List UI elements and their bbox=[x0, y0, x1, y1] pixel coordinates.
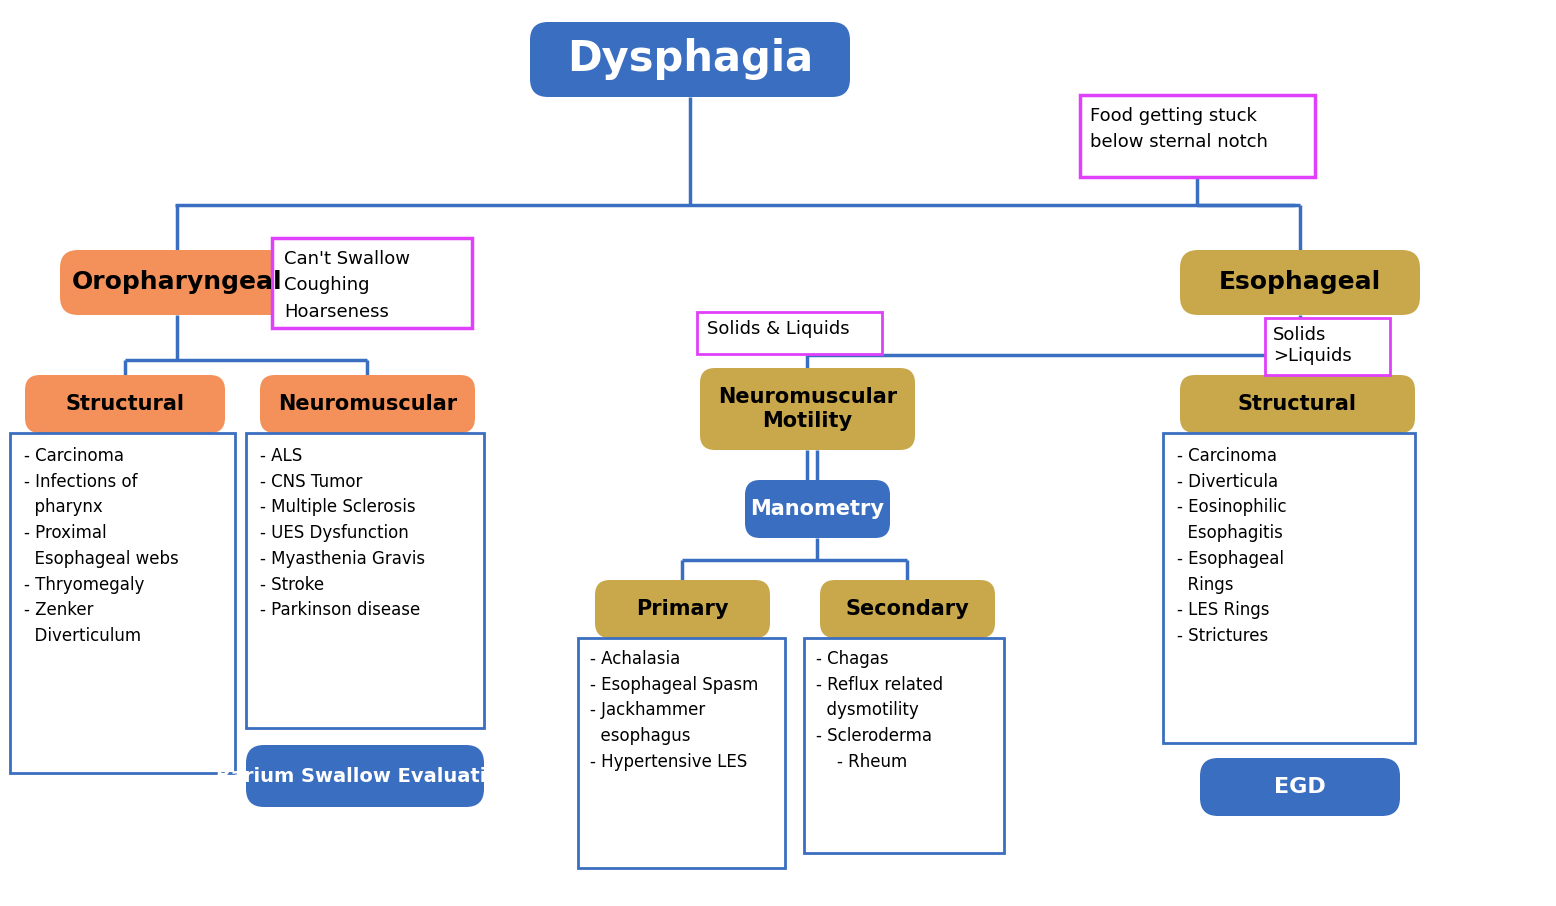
Text: - Carcinoma
- Diverticula
- Eosinophilic
  Esophagitis
- Esophageal
  Rings
- LE: - Carcinoma - Diverticula - Eosinophilic… bbox=[1176, 447, 1287, 645]
Text: Neuromuscular
Motility: Neuromuscular Motility bbox=[717, 388, 898, 430]
FancyBboxPatch shape bbox=[246, 433, 484, 728]
FancyBboxPatch shape bbox=[246, 745, 484, 807]
FancyBboxPatch shape bbox=[1080, 95, 1315, 177]
Text: Food getting stuck
below sternal notch: Food getting stuck below sternal notch bbox=[1091, 107, 1268, 151]
FancyBboxPatch shape bbox=[697, 312, 882, 354]
FancyBboxPatch shape bbox=[272, 238, 471, 328]
Text: Can't Swallow
Coughing
Hoarseness: Can't Swallow Coughing Hoarseness bbox=[285, 250, 409, 321]
Text: - ALS
- CNS Tumor
- Multiple Sclerosis
- UES Dysfunction
- Myasthenia Gravis
- S: - ALS - CNS Tumor - Multiple Sclerosis -… bbox=[260, 447, 425, 619]
Text: Barium Swallow Evaluation: Barium Swallow Evaluation bbox=[216, 766, 513, 786]
Text: - Chagas
- Reflux related
  dysmotility
- Scleroderma
    - Rheum: - Chagas - Reflux related dysmotility - … bbox=[815, 650, 943, 771]
FancyBboxPatch shape bbox=[820, 580, 994, 638]
Text: Esophageal: Esophageal bbox=[1218, 271, 1382, 294]
FancyBboxPatch shape bbox=[700, 368, 915, 450]
FancyBboxPatch shape bbox=[9, 433, 235, 773]
Text: Oropharyngeal: Oropharyngeal bbox=[72, 271, 283, 294]
Text: Manometry: Manometry bbox=[750, 499, 884, 519]
FancyBboxPatch shape bbox=[1162, 433, 1414, 743]
Text: Secondary: Secondary bbox=[845, 599, 969, 619]
FancyBboxPatch shape bbox=[61, 250, 296, 315]
Text: Solids & Liquids: Solids & Liquids bbox=[706, 320, 850, 338]
FancyBboxPatch shape bbox=[745, 480, 890, 538]
Text: Dysphagia: Dysphagia bbox=[566, 38, 814, 81]
FancyBboxPatch shape bbox=[1200, 758, 1400, 816]
FancyBboxPatch shape bbox=[804, 638, 1004, 853]
FancyBboxPatch shape bbox=[1179, 250, 1421, 315]
FancyBboxPatch shape bbox=[260, 375, 475, 433]
Text: Structural: Structural bbox=[65, 394, 185, 414]
Text: EGD: EGD bbox=[1274, 777, 1326, 797]
Text: Primary: Primary bbox=[636, 599, 728, 619]
FancyBboxPatch shape bbox=[25, 375, 226, 433]
Text: - Achalasia
- Esophageal Spasm
- Jackhammer
  esophagus
- Hypertensive LES: - Achalasia - Esophageal Spasm - Jackham… bbox=[590, 650, 758, 771]
Text: Neuromuscular: Neuromuscular bbox=[279, 394, 457, 414]
Text: Structural: Structural bbox=[1239, 394, 1357, 414]
FancyBboxPatch shape bbox=[1179, 375, 1414, 433]
FancyBboxPatch shape bbox=[594, 580, 770, 638]
Text: Solids
>Liquids: Solids >Liquids bbox=[1273, 326, 1352, 365]
FancyBboxPatch shape bbox=[1265, 318, 1390, 375]
FancyBboxPatch shape bbox=[577, 638, 784, 868]
FancyBboxPatch shape bbox=[531, 22, 850, 97]
Text: - Carcinoma
- Infections of
  pharynx
- Proximal
  Esophageal webs
- Thryomegaly: - Carcinoma - Infections of pharynx - Pr… bbox=[23, 447, 179, 645]
